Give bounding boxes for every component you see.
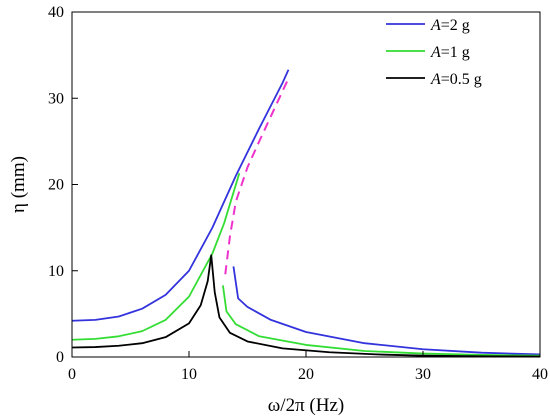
x-axis-title: ω/2π (Hz) <box>268 395 344 416</box>
x-tick-label: 20 <box>298 366 314 383</box>
series-line-a-2-g-1 <box>232 266 541 356</box>
plot-lines <box>71 69 541 358</box>
series-line-a-2-g-0 <box>71 69 290 322</box>
y-tick-label: 10 <box>48 263 64 280</box>
x-tick-label: 40 <box>532 366 548 383</box>
x-tick-label: 10 <box>181 366 197 383</box>
series-line-a-0-5-g-0 <box>71 254 541 358</box>
x-tick-label: 30 <box>415 366 431 383</box>
legend-label: A=1 g <box>430 44 470 61</box>
x-tick-label: 0 <box>68 366 76 383</box>
series-line-unstable-branch-0 <box>224 77 290 275</box>
series-line-a-1-g-1 <box>222 285 541 357</box>
y-tick-label: 20 <box>48 177 64 194</box>
y-axis-title: η (mm) <box>8 156 29 213</box>
y-tick-label: 30 <box>48 90 64 107</box>
legend-label: A=0.5 g <box>430 71 482 88</box>
legend-label: A=2 g <box>430 17 470 34</box>
plot-frame <box>71 11 541 358</box>
y-tick-label: 40 <box>48 4 64 21</box>
ticks: 0 10 20 30 40 0 10 20 30 40 <box>48 4 548 383</box>
series-line-a-1-g-0 <box>71 173 241 341</box>
y-tick-label: 0 <box>56 349 64 366</box>
legend: A=2 g A=1 g A=0.5 g <box>386 17 482 88</box>
